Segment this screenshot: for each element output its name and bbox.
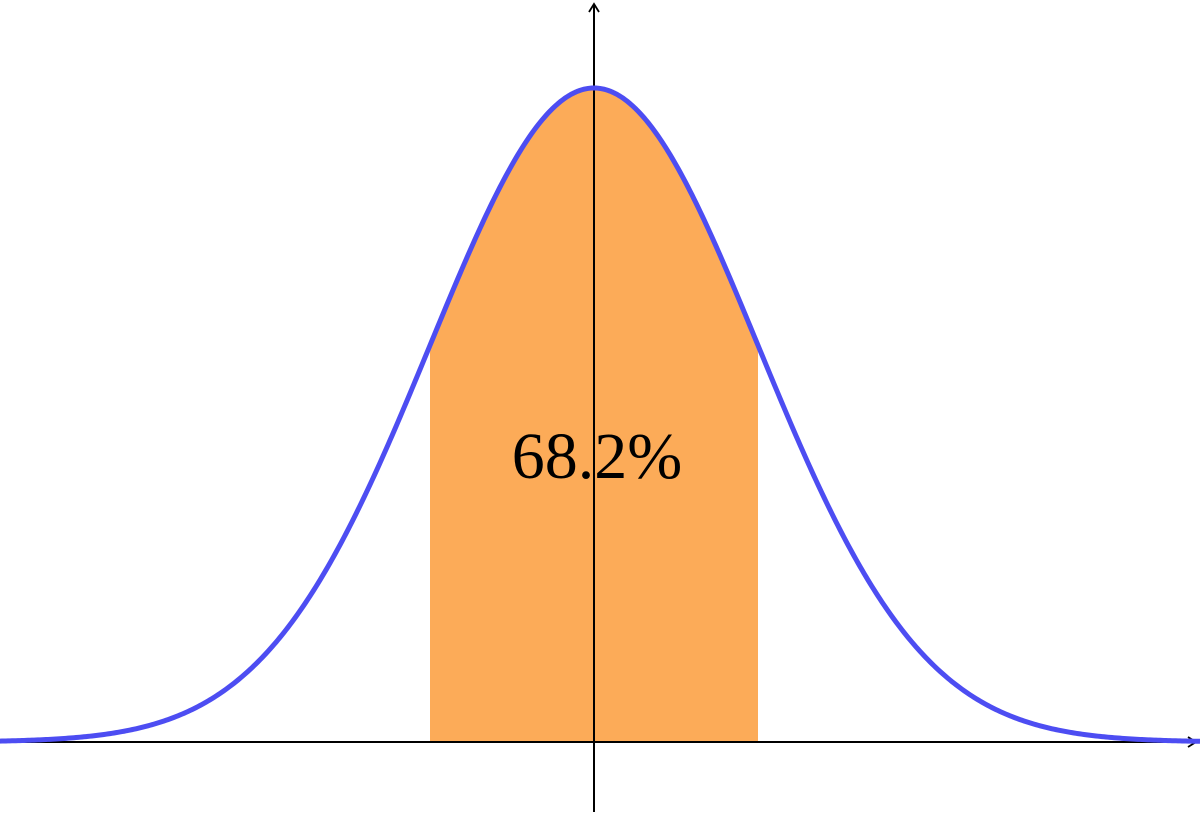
- bell-curve: [0, 85, 1200, 744]
- percentage-label: 68.2%: [512, 420, 682, 493]
